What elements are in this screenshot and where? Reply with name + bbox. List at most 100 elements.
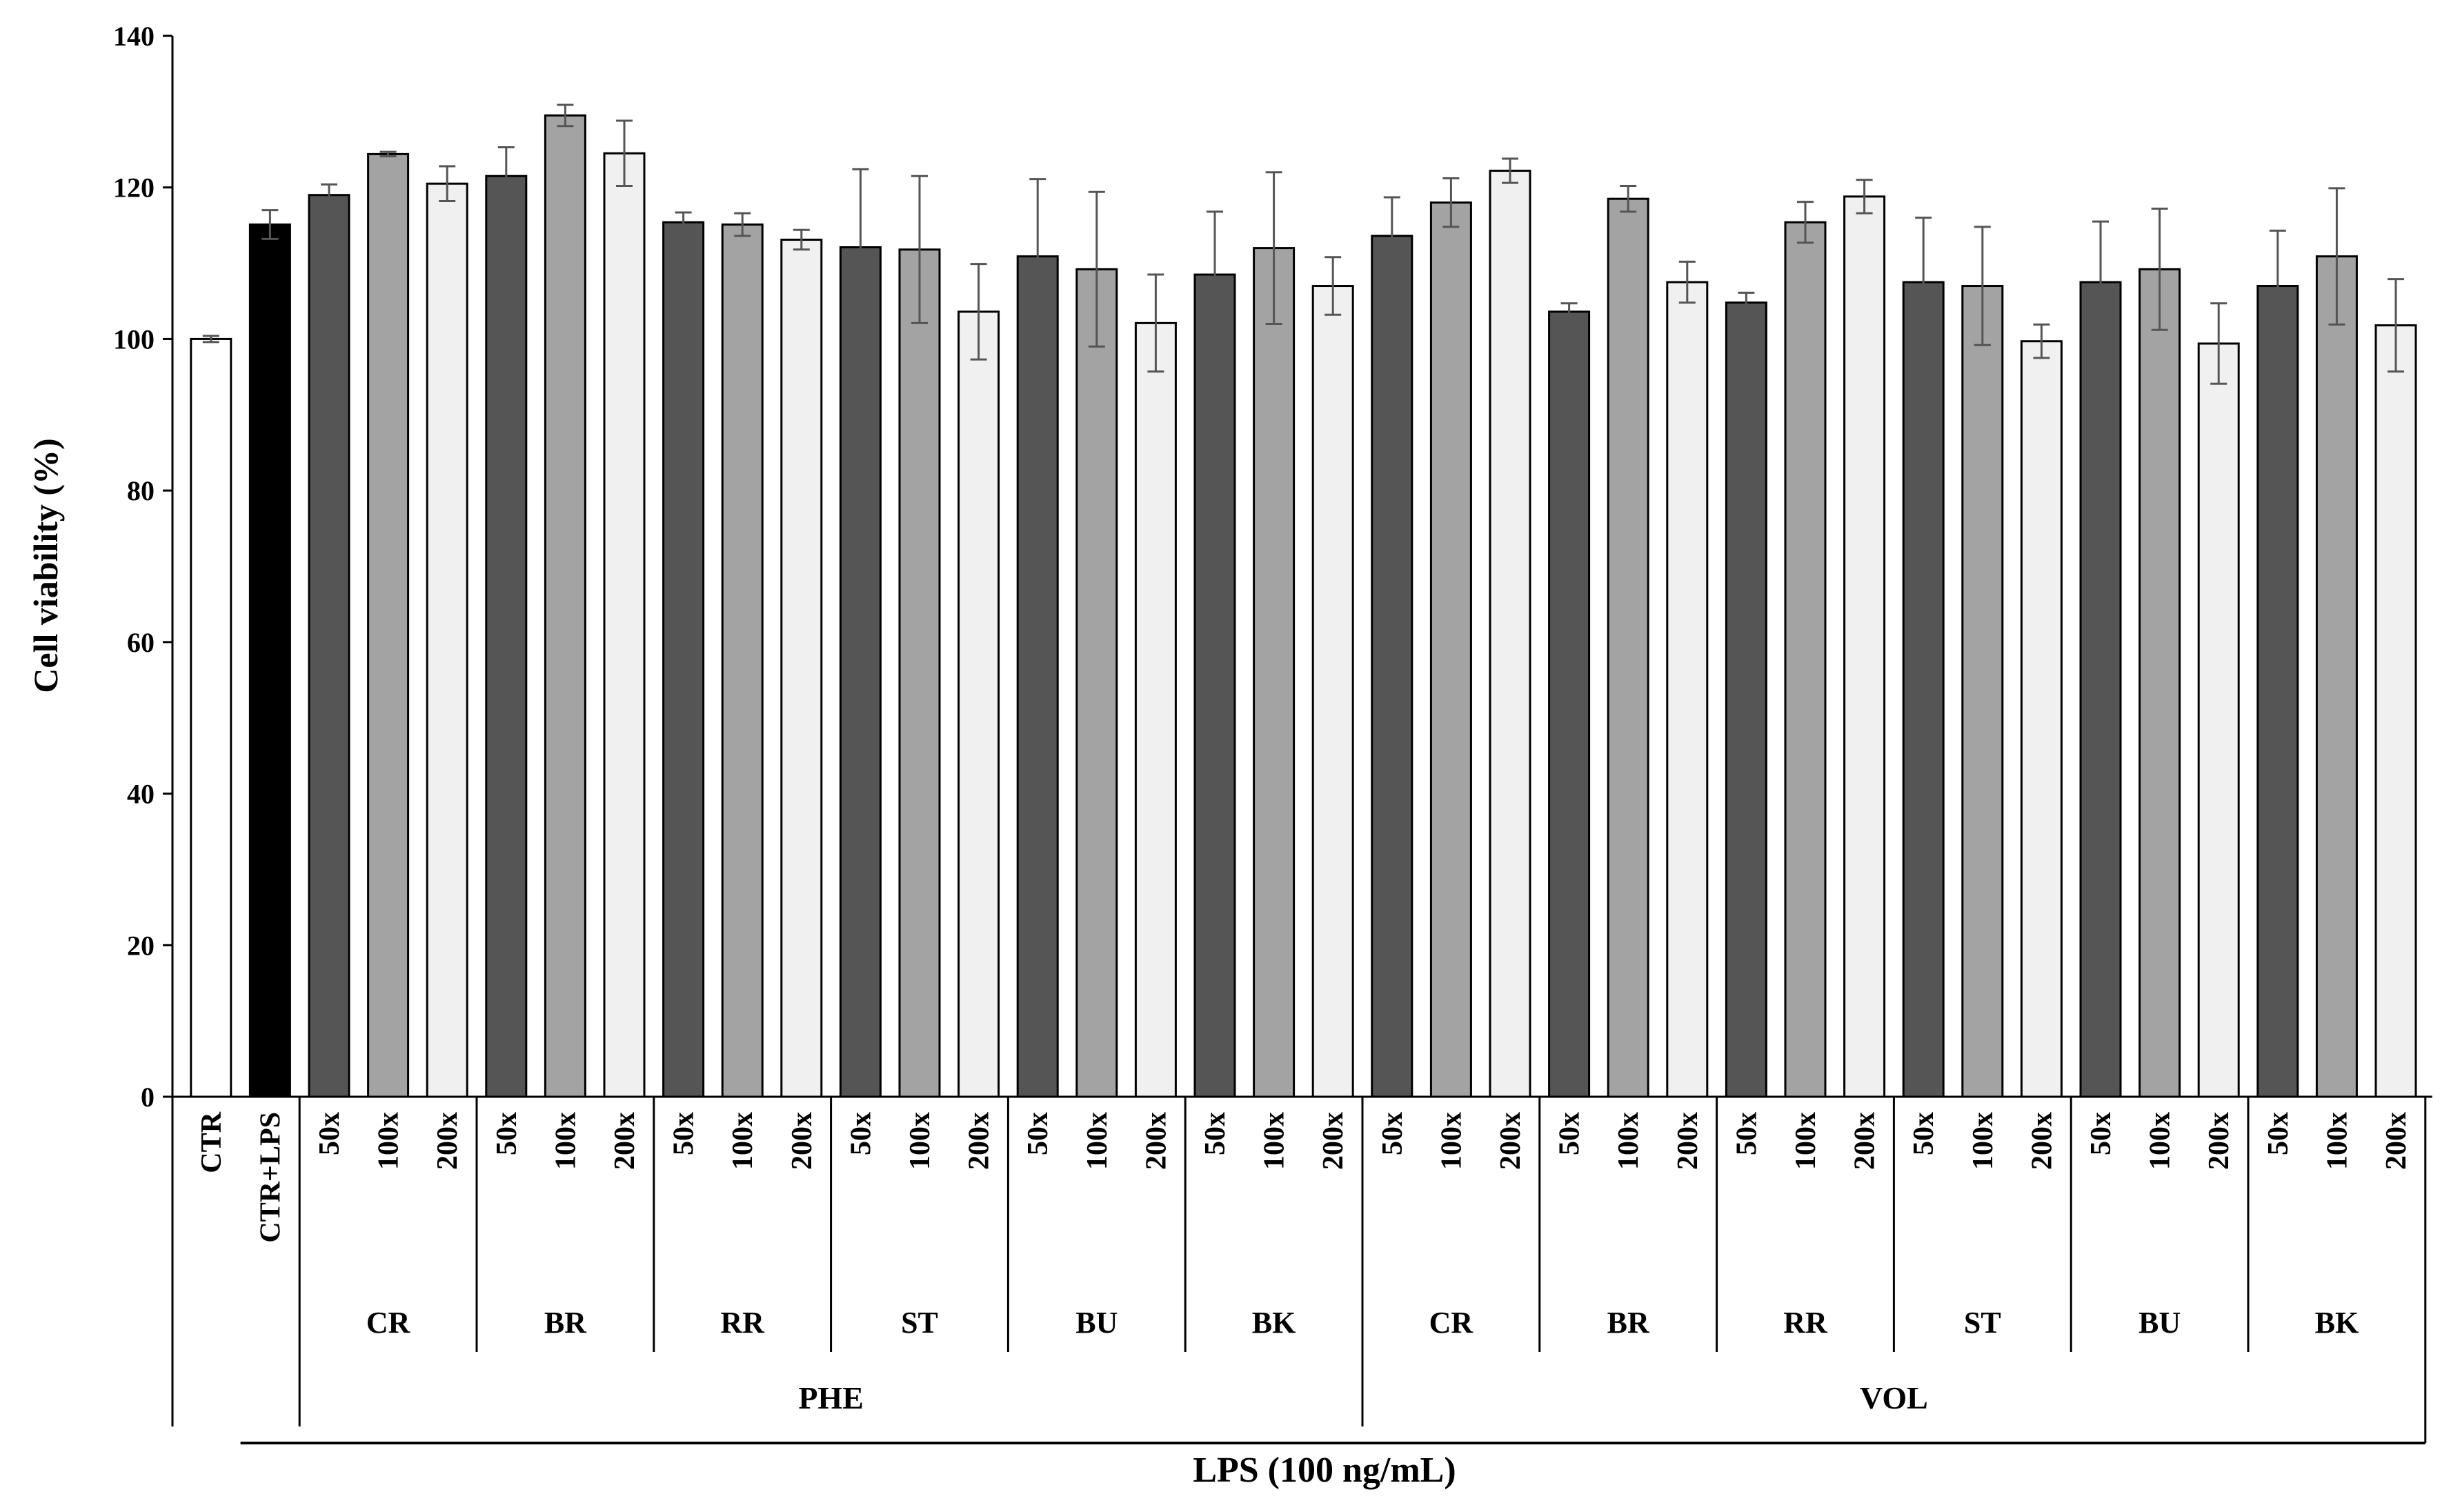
- dilution-label-vol-bu-50x: 50x: [2085, 1112, 2117, 1155]
- group-label-vol-br: BR: [1607, 1306, 1650, 1340]
- dilution-label-phe-bk-50x: 50x: [1200, 1112, 1231, 1155]
- bar-phe-bk-200x: [1311, 285, 1354, 1098]
- dilution-label-phe-st-200x: 200x: [964, 1112, 995, 1170]
- bar-phe-st-200x: [957, 310, 1000, 1098]
- dilution-label-vol-bk-200x: 200x: [2381, 1112, 2412, 1170]
- y-axis: 0 20 40 60 80 100 120 140: [113, 21, 174, 1113]
- group-label-phe-rr: RR: [720, 1306, 765, 1340]
- bar-phe-br-200x: [603, 152, 646, 1098]
- dilution-label-phe-bu-100x: 100x: [1082, 1112, 1113, 1170]
- group-label-phe-cr: CR: [366, 1306, 411, 1340]
- y-tick-label: 140: [113, 21, 155, 52]
- supergroup-label-phe: PHE: [798, 1380, 864, 1415]
- dilution-label-vol-cr-50x: 50x: [1377, 1112, 1409, 1155]
- dilution-label-vol-st-200x: 200x: [2026, 1112, 2058, 1170]
- dilution-label-phe-br-50x: 50x: [491, 1112, 523, 1155]
- control-label-ctr-lps: CTR+LPS: [255, 1112, 286, 1243]
- dilution-label-vol-rr-100x: 100x: [1790, 1112, 1822, 1170]
- dilution-label-phe-st-100x: 100x: [904, 1112, 936, 1170]
- dilution-label-vol-br-50x: 50x: [1554, 1112, 1586, 1155]
- bar-vol-rr-200x: [1843, 195, 1886, 1098]
- bar-vol-br-200x: [1666, 281, 1709, 1098]
- group-label-phe-bk: BK: [1252, 1306, 1296, 1340]
- bar-phe-st-50x: [839, 246, 882, 1098]
- dilution-label-vol-rr-200x: 200x: [1849, 1112, 1881, 1170]
- bar-phe-bk-100x: [1253, 247, 1296, 1098]
- group-label-phe-bu: BU: [1075, 1306, 1118, 1340]
- bar-vol-bu-200x: [2197, 342, 2240, 1098]
- dilution-label-phe-cr-200x: 200x: [432, 1112, 464, 1170]
- x-axis: [171, 1095, 2432, 1444]
- lps-label: LPS (100 ng/mL): [1193, 1451, 1456, 1490]
- dilution-label-phe-bu-200x: 200x: [1140, 1112, 1172, 1170]
- group-label-phe-st: ST: [901, 1306, 938, 1340]
- dilution-label-vol-br-200x: 200x: [1672, 1112, 1704, 1170]
- group-label-vol-rr: RR: [1783, 1306, 1828, 1340]
- dilution-label-phe-st-50x: 50x: [845, 1112, 877, 1155]
- bar-phe-cr-50x: [308, 194, 350, 1098]
- error-bars-layer: [202, 103, 2404, 385]
- dilution-label-vol-cr-100x: 100x: [1436, 1112, 1467, 1170]
- bar-vol-bk-100x: [2315, 255, 2358, 1098]
- bar-ctr-lps: [248, 223, 291, 1098]
- bar-vol-st-100x: [1961, 285, 2004, 1098]
- dilution-label-vol-st-50x: 50x: [1908, 1112, 1940, 1155]
- y-tick-label: 20: [127, 930, 155, 961]
- bars-layer: [190, 114, 2417, 1098]
- bar-vol-st-50x: [1902, 281, 1945, 1098]
- dilution-label-phe-br-100x: 100x: [550, 1112, 582, 1170]
- dilution-label-vol-st-100x: 100x: [1967, 1112, 1999, 1170]
- bar-vol-cr-100x: [1429, 201, 1472, 1098]
- dilution-label-phe-br-200x: 200x: [609, 1112, 641, 1170]
- y-tick-label: 40: [127, 779, 155, 810]
- dilution-label-phe-cr-100x: 100x: [373, 1112, 405, 1170]
- bar-vol-br-50x: [1548, 310, 1591, 1098]
- bar-phe-cr-200x: [426, 182, 468, 1098]
- dilution-label-vol-rr-50x: 50x: [1731, 1112, 1763, 1155]
- dilution-label-vol-bk-50x: 50x: [2263, 1112, 2294, 1155]
- dilution-label-phe-rr-200x: 200x: [786, 1112, 818, 1170]
- supergroup-label-vol: VOL: [1860, 1380, 1928, 1415]
- dilution-label-phe-bk-100x: 100x: [1259, 1112, 1291, 1170]
- bar-vol-bk-200x: [2374, 324, 2417, 1098]
- bar-vol-st-200x: [2020, 340, 2063, 1098]
- bar-vol-cr-50x: [1371, 235, 1413, 1098]
- bar-vol-bu-50x: [2079, 281, 2122, 1098]
- group-label-vol-cr: CR: [1429, 1306, 1474, 1340]
- bar-phe-cr-100x: [367, 152, 410, 1098]
- y-axis-label: Cell viability (%): [26, 438, 65, 693]
- dilution-label-vol-bu-200x: 200x: [2203, 1112, 2235, 1170]
- dilution-label-vol-bu-100x: 100x: [2145, 1112, 2176, 1170]
- bar-vol-rr-100x: [1784, 221, 1827, 1098]
- bar-phe-br-100x: [544, 114, 586, 1098]
- bar-vol-br-100x: [1607, 197, 1649, 1098]
- group-label-vol-bu: BU: [2139, 1306, 2181, 1340]
- y-tick-label: 60: [127, 627, 155, 658]
- bar-phe-st-100x: [898, 248, 941, 1098]
- bar-phe-bu-200x: [1134, 321, 1177, 1098]
- y-tick-label: 80: [127, 475, 155, 506]
- y-tick-label: 100: [113, 324, 155, 355]
- bar-phe-rr-50x: [662, 221, 705, 1098]
- bar-phe-bk-50x: [1193, 273, 1236, 1098]
- y-tick-label: 0: [141, 1082, 155, 1113]
- group-label-vol-st: ST: [1964, 1306, 2001, 1340]
- dilution-label-phe-rr-100x: 100x: [727, 1112, 759, 1170]
- bar-phe-rr-100x: [721, 223, 764, 1098]
- bar-phe-br-50x: [485, 175, 528, 1098]
- dilution-label-vol-cr-200x: 200x: [1495, 1112, 1527, 1170]
- dilution-label-phe-rr-50x: 50x: [668, 1112, 700, 1155]
- bar-vol-cr-200x: [1489, 170, 1531, 1098]
- dilution-label-phe-cr-50x: 50x: [314, 1112, 346, 1155]
- dilution-label-phe-bk-200x: 200x: [1318, 1112, 1349, 1170]
- bar-phe-bu-100x: [1075, 268, 1118, 1098]
- group-label-vol-bk: BK: [2315, 1306, 2359, 1340]
- bar-vol-bk-50x: [2256, 285, 2299, 1098]
- bar-vol-bu-100x: [2139, 268, 2181, 1098]
- control-label-ctr: CTR: [196, 1111, 228, 1173]
- dilution-label-vol-br-100x: 100x: [1613, 1112, 1645, 1170]
- group-label-phe-br: BR: [544, 1306, 587, 1340]
- bar-vol-rr-50x: [1725, 301, 1767, 1098]
- y-tick-label: 120: [113, 172, 155, 203]
